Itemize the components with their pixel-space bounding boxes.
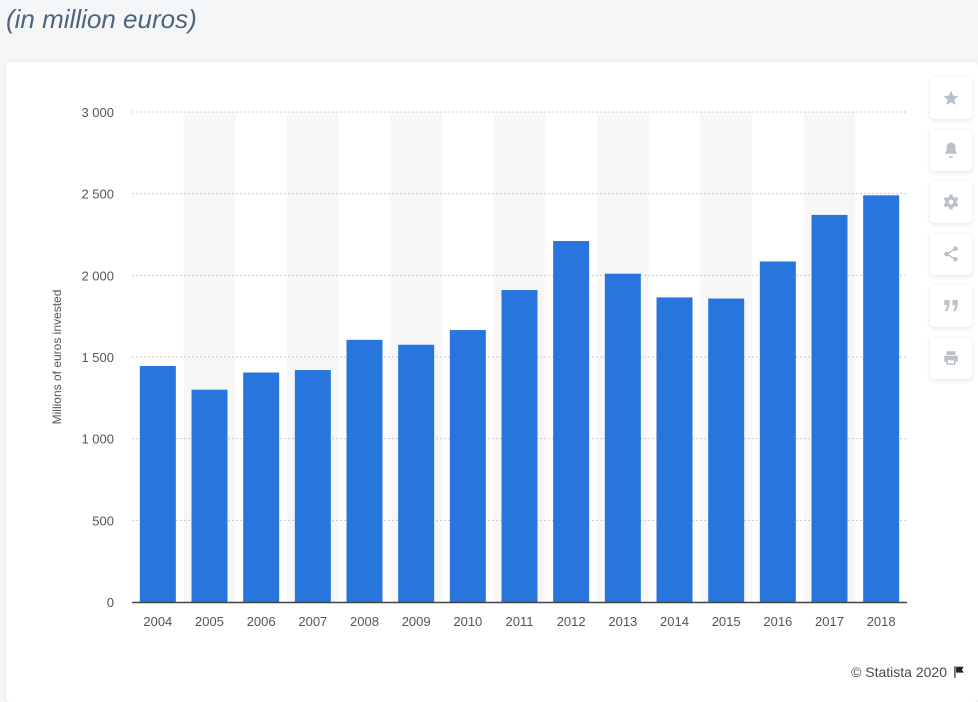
bar-2018: [863, 195, 900, 603]
side-toolbar: [930, 77, 974, 389]
favorite-button[interactable]: [930, 77, 972, 119]
x-tick-label: 2004: [143, 614, 172, 629]
share-icon: [942, 245, 960, 263]
chart-subtitle: (in million euros): [6, 4, 197, 34]
y-tick-label: 500: [92, 513, 114, 528]
y-tick-label: 0: [107, 595, 114, 610]
bar-2014: [656, 297, 693, 602]
x-tick-label: 2012: [557, 614, 586, 629]
bar-2008: [346, 339, 383, 602]
credit-text: © Statista 2020: [851, 664, 947, 680]
y-tick-label: 2 500: [81, 187, 114, 202]
bar-2016: [759, 261, 796, 602]
bar-2009: [398, 344, 435, 602]
print-icon: [942, 349, 960, 367]
bar-2012: [553, 241, 590, 603]
y-tick-label: 1 500: [81, 350, 114, 365]
x-tick-label: 2015: [712, 614, 741, 629]
y-tick-label: 1 000: [81, 432, 114, 447]
x-tick-label: 2011: [506, 614, 534, 629]
x-tick-label: 2010: [453, 614, 482, 629]
print-button[interactable]: [930, 337, 972, 379]
settings-button[interactable]: [930, 181, 972, 223]
y-axis-label: Millions of euros invested: [50, 290, 64, 425]
notification-button[interactable]: [930, 129, 972, 171]
share-button[interactable]: [930, 233, 972, 275]
x-tick-label: 2014: [660, 614, 689, 629]
bar-2011: [501, 290, 538, 602]
bar-2013: [604, 273, 641, 602]
bar-2006: [243, 372, 280, 602]
bar-2007: [294, 370, 331, 602]
y-tick-label: 3 000: [81, 105, 114, 120]
x-tick-label: 2006: [247, 614, 276, 629]
x-tick-label: 2017: [815, 614, 844, 629]
source-credit[interactable]: © Statista 2020: [851, 664, 966, 680]
x-tick-label: 2008: [350, 614, 379, 629]
gear-icon: [942, 193, 960, 211]
x-tick-label: 2005: [195, 614, 224, 629]
x-tick-label: 2018: [867, 614, 896, 629]
x-tick-label: 2016: [763, 614, 792, 629]
bar-2004: [139, 365, 176, 602]
star-icon: [942, 89, 960, 107]
y-tick-label: 2 000: [81, 268, 114, 283]
bar-2010: [449, 330, 486, 602]
bar-2015: [708, 298, 745, 602]
bell-icon: [942, 141, 960, 159]
quote-icon: [942, 297, 960, 315]
bar-2005: [191, 389, 228, 602]
bar-2017: [811, 214, 848, 602]
x-tick-label: 2009: [402, 614, 431, 629]
x-tick-label: 2013: [608, 614, 637, 629]
cite-button[interactable]: [930, 285, 972, 327]
x-tick-label: 2007: [298, 614, 327, 629]
flag-icon[interactable]: [952, 665, 966, 679]
